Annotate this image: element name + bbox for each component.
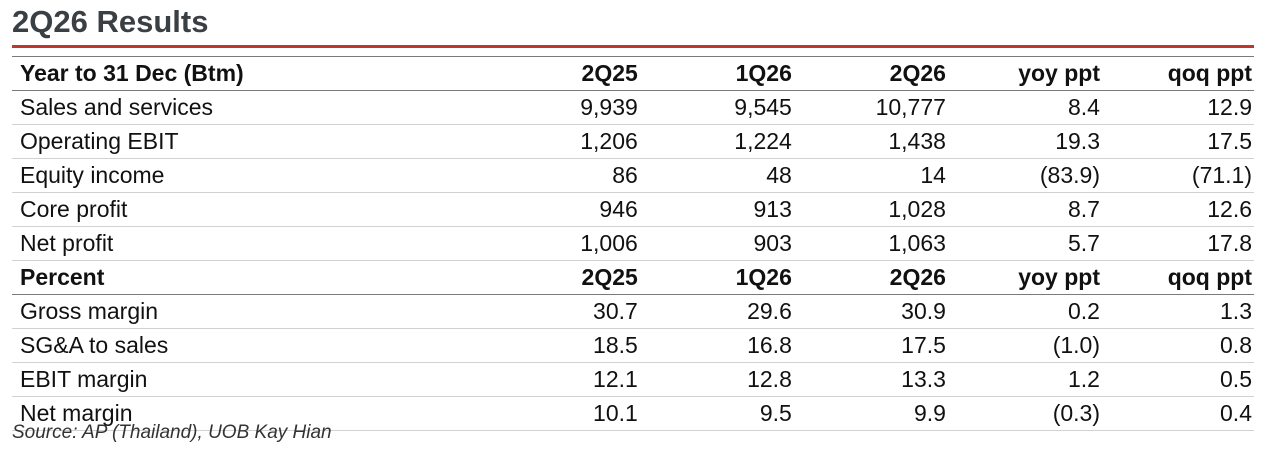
column-header: 1Q26	[639, 260, 794, 295]
title-divider	[12, 45, 1254, 48]
table-cell: 16.8	[639, 328, 794, 363]
table-row: Operating EBIT 1,206 1,224 1,438 19.3 17…	[12, 124, 1254, 159]
table-cell: 12.6	[1101, 192, 1254, 227]
table-cell: 8.4	[947, 90, 1102, 125]
table-cell: 5.7	[947, 226, 1102, 261]
table-header-row: Year to 31 Dec (Btm) 2Q25 1Q26 2Q26 yoy …	[12, 56, 1254, 91]
table-cell: 1,006	[485, 226, 640, 261]
table-cell: 10.1	[485, 396, 640, 431]
table-row: Core profit 946 913 1,028 8.7 12.6	[12, 192, 1254, 227]
column-header: Year to 31 Dec (Btm)	[12, 56, 486, 91]
table-cell: 9,545	[639, 90, 794, 125]
table-cell: 30.7	[485, 294, 640, 329]
column-header: 2Q25	[485, 56, 640, 91]
table-cell: 946	[485, 192, 640, 227]
table-cell: 18.5	[485, 328, 640, 363]
table-cell: 8.7	[947, 192, 1102, 227]
row-label: Equity income	[12, 158, 486, 193]
table-cell: 1.3	[1101, 294, 1254, 329]
table-cell: 48	[639, 158, 794, 193]
table-cell: 1,206	[485, 124, 640, 159]
table-cell: 1,063	[793, 226, 948, 261]
table-cell: 1,224	[639, 124, 794, 159]
table-row: Sales and services 9,939 9,545 10,777 8.…	[12, 90, 1254, 125]
table-cell: 29.6	[639, 294, 794, 329]
table-cell: 903	[639, 226, 794, 261]
source-note: Source: AP (Thailand), UOB Kay Hian	[12, 422, 332, 443]
column-header: yoy ppt	[947, 56, 1102, 91]
row-label: EBIT margin	[12, 362, 486, 397]
table-cell: 0.8	[1101, 328, 1254, 363]
column-header: yoy ppt	[947, 260, 1102, 295]
table-cell: (0.3)	[947, 396, 1102, 431]
table-cell: (1.0)	[947, 328, 1102, 363]
table-cell: 0.2	[947, 294, 1102, 329]
table-row: Equity income 86 48 14 (83.9) (71.1)	[12, 158, 1254, 193]
table-cell: 12.8	[639, 362, 794, 397]
table-cell: 1.2	[947, 362, 1102, 397]
column-header: 1Q26	[639, 56, 794, 91]
page-title: 2Q26 Results	[12, 4, 209, 39]
row-label: Operating EBIT	[12, 124, 486, 159]
column-header: 2Q26	[793, 260, 948, 295]
row-label: Net margin	[12, 396, 486, 431]
row-label: Sales and services	[12, 90, 486, 125]
column-header: qoq ppt	[1101, 56, 1254, 91]
results-table: Year to 31 Dec (Btm) 2Q25 1Q26 2Q26 yoy …	[12, 56, 1254, 431]
table-cell: 17.5	[793, 328, 948, 363]
table-cell: 1,438	[793, 124, 948, 159]
row-label: Core profit	[12, 192, 486, 227]
row-label: Gross margin	[12, 294, 486, 329]
table-cell: 1,028	[793, 192, 948, 227]
table-cell: 10,777	[793, 90, 948, 125]
table-cell: 86	[485, 158, 640, 193]
column-header: 2Q25	[485, 260, 640, 295]
table-cell: 9.5	[639, 396, 794, 431]
table-cell: 17.5	[1101, 124, 1254, 159]
row-label: Net profit	[12, 226, 486, 261]
table-row: EBIT margin 12.1 12.8 13.3 1.2 0.5	[12, 362, 1254, 397]
table-cell: 19.3	[947, 124, 1102, 159]
table-cell: 9.9	[793, 396, 948, 431]
table-cell: 30.9	[793, 294, 948, 329]
table-cell: 12.1	[485, 362, 640, 397]
table-cell: 913	[639, 192, 794, 227]
table-row: Net margin 10.1 9.5 9.9 (0.3) 0.4	[12, 396, 1254, 431]
column-header: qoq ppt	[1101, 260, 1254, 295]
table-cell: 17.8	[1101, 226, 1254, 261]
table-row: Gross margin 30.7 29.6 30.9 0.2 1.3	[12, 294, 1254, 329]
column-header: 2Q26	[793, 56, 948, 91]
table-cell: 0.5	[1101, 362, 1254, 397]
table-cell: 0.4	[1101, 396, 1254, 431]
table-cell: 12.9	[1101, 90, 1254, 125]
table-row: Net profit 1,006 903 1,063 5.7 17.8	[12, 226, 1254, 261]
table-cell: 14	[793, 158, 948, 193]
table-header-row: Percent 2Q25 1Q26 2Q26 yoy ppt qoq ppt	[12, 260, 1254, 295]
table-cell: 9,939	[485, 90, 640, 125]
table-cell: (83.9)	[947, 158, 1102, 193]
table-cell: 13.3	[793, 362, 948, 397]
table-cell: (71.1)	[1101, 158, 1254, 193]
column-header: Percent	[12, 260, 486, 295]
table-row: SG&A to sales 18.5 16.8 17.5 (1.0) 0.8	[12, 328, 1254, 363]
row-label: SG&A to sales	[12, 328, 486, 363]
